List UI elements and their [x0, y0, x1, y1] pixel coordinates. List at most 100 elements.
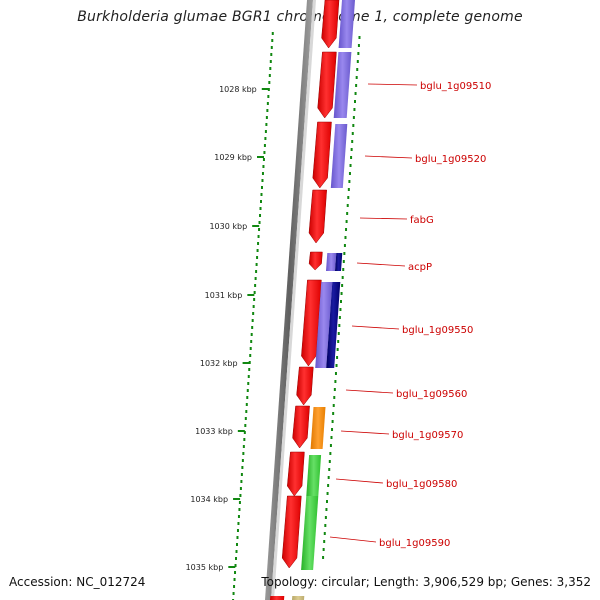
cog-block-purple — [333, 52, 352, 118]
gc-dot-left — [243, 438, 246, 441]
gc-dot-right — [345, 220, 348, 223]
cog-block-green — [301, 496, 319, 570]
gene-label-bglu_1g09570[interactable]: bglu_1g09570 — [392, 430, 463, 441]
gc-dot-right — [340, 300, 342, 303]
gc-dot-left — [259, 214, 262, 217]
gc-dot-left — [244, 417, 247, 420]
gc-dot-left — [267, 88, 270, 91]
gc-dot-right — [342, 268, 345, 271]
gc-dot-left — [264, 130, 267, 133]
backbone-highlight — [271, 0, 316, 600]
gc-dot-left — [263, 151, 266, 154]
gene-label-acpP[interactable]: acpP — [408, 262, 432, 273]
gene-label-bglu_1g09590[interactable]: bglu_1g09590 — [379, 538, 450, 549]
gc-dot-right — [354, 100, 356, 103]
gc-dot-right — [323, 540, 326, 543]
gene-label-fabG[interactable]: fabG — [410, 215, 434, 226]
gc-dot-left — [269, 67, 272, 70]
gc-dot-left — [269, 60, 272, 63]
kbp-tick — [257, 156, 265, 158]
gc-dot-right — [346, 204, 349, 207]
gc-dot-left — [254, 277, 257, 280]
gc-dot-left — [235, 550, 238, 553]
gc-dot-right — [347, 188, 350, 191]
gc-dot-left — [233, 585, 236, 588]
gc-dot-left — [247, 375, 250, 378]
gc-dot-right — [333, 388, 336, 391]
gc-dot-left — [265, 123, 268, 126]
kbp-tick — [233, 498, 241, 500]
cds-arrow-top — [321, 0, 340, 49]
gc-dot-left — [265, 116, 268, 119]
gc-dot-left — [236, 529, 239, 532]
gc-dot-left — [254, 284, 257, 287]
gc-dot-right — [326, 492, 329, 495]
gc-dot-left — [244, 424, 247, 427]
gc-dot-right — [327, 484, 330, 487]
gc-dot-left — [267, 95, 270, 98]
kbp-tick — [228, 566, 236, 568]
gc-dot-left — [234, 564, 237, 567]
gene-leader-line — [356, 262, 406, 267]
gc-dot-right — [332, 404, 335, 407]
gene-label-bglu_1g09550[interactable]: bglu_1g09550 — [402, 325, 473, 336]
gc-dot-left — [251, 319, 254, 322]
gc-dot-left — [259, 207, 262, 210]
gc-dot-left — [242, 452, 245, 455]
gc-dot-right — [331, 420, 334, 423]
kbp-ruler: 1028 kbp 1029 kbp 1030 kbp 1031 kbp 1032 kbp… — [186, 85, 269, 572]
gc-dot-right — [338, 316, 341, 319]
gc-dot-left — [241, 466, 244, 469]
cds-arrow — [317, 51, 337, 119]
cog-block-tan — [292, 596, 305, 600]
gc-dot-right — [332, 412, 335, 415]
gc-dot-right — [344, 236, 347, 239]
gc-dot-left — [237, 515, 240, 518]
gene-label-bglu_1g09520[interactable]: bglu_1g09520 — [415, 154, 486, 165]
gene-label-bglu_1g09580[interactable]: bglu_1g09580 — [386, 479, 457, 490]
gene-label-bglu_1g09510[interactable]: bglu_1g09510 — [420, 81, 491, 92]
gene-leader-line — [340, 430, 390, 435]
gc-dot-right — [349, 164, 352, 167]
gc-dot-right — [351, 132, 354, 135]
cog-block-orange — [310, 407, 326, 449]
gc-dot-left — [268, 81, 271, 84]
gc-dot-right — [337, 332, 340, 335]
gc-dot-right — [352, 124, 355, 127]
gc-dot-right — [356, 60, 359, 63]
gc-dot-left — [238, 501, 241, 504]
gc-dot-left — [261, 172, 264, 175]
gc-dot-left — [266, 102, 269, 105]
gc-dot-left — [263, 144, 266, 147]
gc-dot-left — [258, 228, 261, 231]
gc-dot-left — [234, 571, 237, 574]
gc-dot-right — [342, 260, 345, 263]
gc-dot-right — [324, 524, 327, 527]
backbone-ring — [265, 0, 313, 600]
feature-track — [270, 0, 355, 600]
gc-dot-right — [323, 532, 326, 535]
gene-leader-line — [367, 83, 418, 86]
gc-dot-right — [328, 460, 331, 463]
gc-dot-left — [255, 270, 258, 273]
cds-arrow — [308, 251, 323, 271]
gc-dot-right — [357, 44, 360, 47]
cds-arrow — [296, 366, 314, 406]
gc-dot-left — [232, 592, 235, 595]
gc-dot-left — [252, 305, 255, 308]
gc-dot-left — [257, 235, 260, 238]
gc-dot-right — [334, 380, 337, 383]
kbp-label: 1029 kbp — [214, 153, 252, 162]
gc-dot-left — [262, 165, 265, 168]
gc-dot-right — [340, 292, 343, 295]
gc-dot-right — [343, 252, 346, 255]
gc-dot-left — [250, 340, 253, 343]
cog-block-navy — [326, 282, 341, 368]
gene-label-bglu_1g09560[interactable]: bglu_1g09560 — [396, 389, 467, 400]
gc-dot-right — [356, 68, 359, 71]
gc-dot-right — [335, 364, 338, 367]
gc-dot-right — [328, 468, 331, 471]
gc-dot-left — [239, 494, 242, 497]
cog-block-purple — [326, 253, 337, 271]
gc-dot-left — [260, 186, 263, 189]
